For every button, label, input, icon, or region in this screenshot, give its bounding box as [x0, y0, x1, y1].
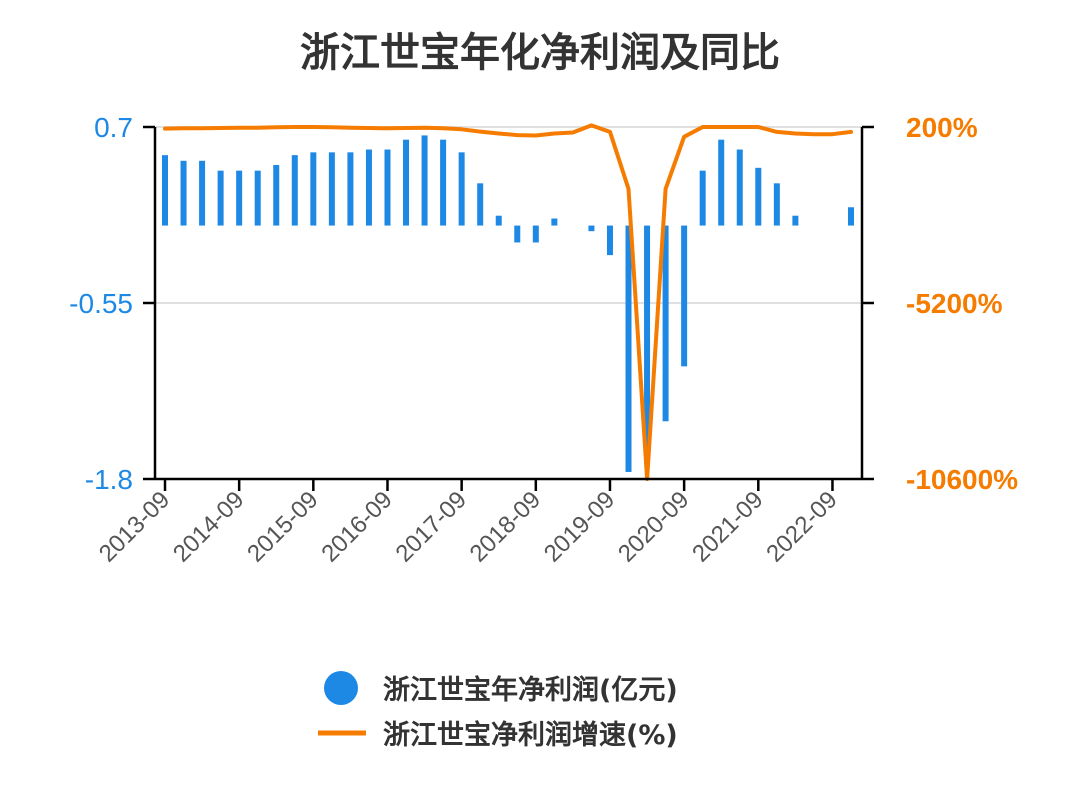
bar-2020-12: [699, 170, 706, 226]
bar-2014-06: [217, 170, 224, 226]
x-tick-label: 2017-09: [391, 486, 472, 567]
x-tick-label: 2022-09: [761, 486, 842, 567]
bar-2015-03: [273, 165, 280, 226]
growth-line: [163, 123, 853, 481]
bar-2014-03: [199, 160, 206, 226]
x-tick-label: 2014-09: [168, 486, 249, 567]
bar-2022-03: [792, 215, 799, 226]
x-tick-label: 2013-09: [94, 486, 175, 567]
left-y-ticks: 0.7 -0.55 -1.8: [69, 112, 155, 495]
left-tick-label: 0.7: [94, 112, 133, 143]
x-tick-label: 2016-09: [316, 486, 397, 567]
line-series: [163, 123, 853, 481]
bar-2021-06: [736, 149, 743, 226]
left-tick-label: -1.8: [85, 464, 133, 495]
bar-2018-12: [551, 218, 558, 226]
right-tick-label: -5200%: [906, 288, 1003, 319]
bar-2021-12: [773, 183, 780, 226]
legend-bar-label: 浙江世宝年净利润(亿元): [383, 674, 678, 706]
bar-2021-09: [755, 167, 762, 226]
bar-2018-06: [514, 225, 521, 243]
bar-2017-03: [421, 135, 428, 226]
bar-2022-12: [848, 207, 854, 226]
legend-line-label: 浙江世宝净利润增速(%): [383, 719, 678, 751]
bar-2018-09: [532, 225, 539, 243]
bar-2020-06: [662, 225, 669, 422]
chart-title: 浙江世宝年化净利润及同比: [300, 30, 780, 76]
right-tick-label: -10600%: [906, 464, 1018, 495]
right-tick-label: 200%: [906, 112, 978, 143]
right-y-ticks: 200% -5200% -10600%: [862, 112, 1018, 495]
bar-2016-06: [365, 149, 372, 226]
bar-2017-12: [477, 183, 484, 226]
left-tick-label: -0.55: [69, 288, 133, 319]
bar-2019-12: [625, 225, 632, 472]
legend-item-bar[interactable]: 浙江世宝年净利润(亿元): [324, 671, 678, 706]
x-tick-label: 2019-09: [539, 486, 620, 567]
bar-2015-12: [328, 152, 335, 226]
bar-2020-03: [644, 225, 651, 458]
bar-2021-03: [718, 139, 725, 226]
bar-2018-03: [495, 215, 502, 226]
legend-bar-marker: [324, 671, 358, 705]
bar-2019-09: [606, 225, 613, 256]
x-ticks: 2013-092014-092015-092016-092017-092018-…: [94, 479, 843, 568]
bar-2019-06: [588, 225, 595, 232]
bar-2013-09: [162, 155, 168, 226]
bar-2014-12: [254, 170, 261, 226]
bar-2020-09: [681, 225, 688, 367]
legend: 浙江世宝年净利润(亿元) 浙江世宝净利润增速(%): [318, 671, 678, 751]
bar-2017-09: [458, 152, 465, 226]
bar-2016-09: [384, 149, 391, 226]
x-tick-label: 2020-09: [613, 486, 694, 567]
bar-2016-12: [403, 139, 410, 226]
legend-item-line[interactable]: 浙江世宝净利润增速(%): [318, 719, 678, 751]
x-tick-label: 2021-09: [687, 486, 768, 567]
bar-2015-09: [310, 152, 317, 226]
bar-2014-09: [236, 170, 243, 226]
bar-2015-06: [291, 155, 298, 226]
bar-2017-06: [440, 139, 447, 226]
x-tick-label: 2018-09: [465, 486, 546, 567]
bar-2013-12: [180, 160, 187, 226]
bar-2016-03: [347, 152, 354, 226]
x-tick-label: 2015-09: [242, 486, 323, 567]
bar-series: [162, 135, 854, 472]
